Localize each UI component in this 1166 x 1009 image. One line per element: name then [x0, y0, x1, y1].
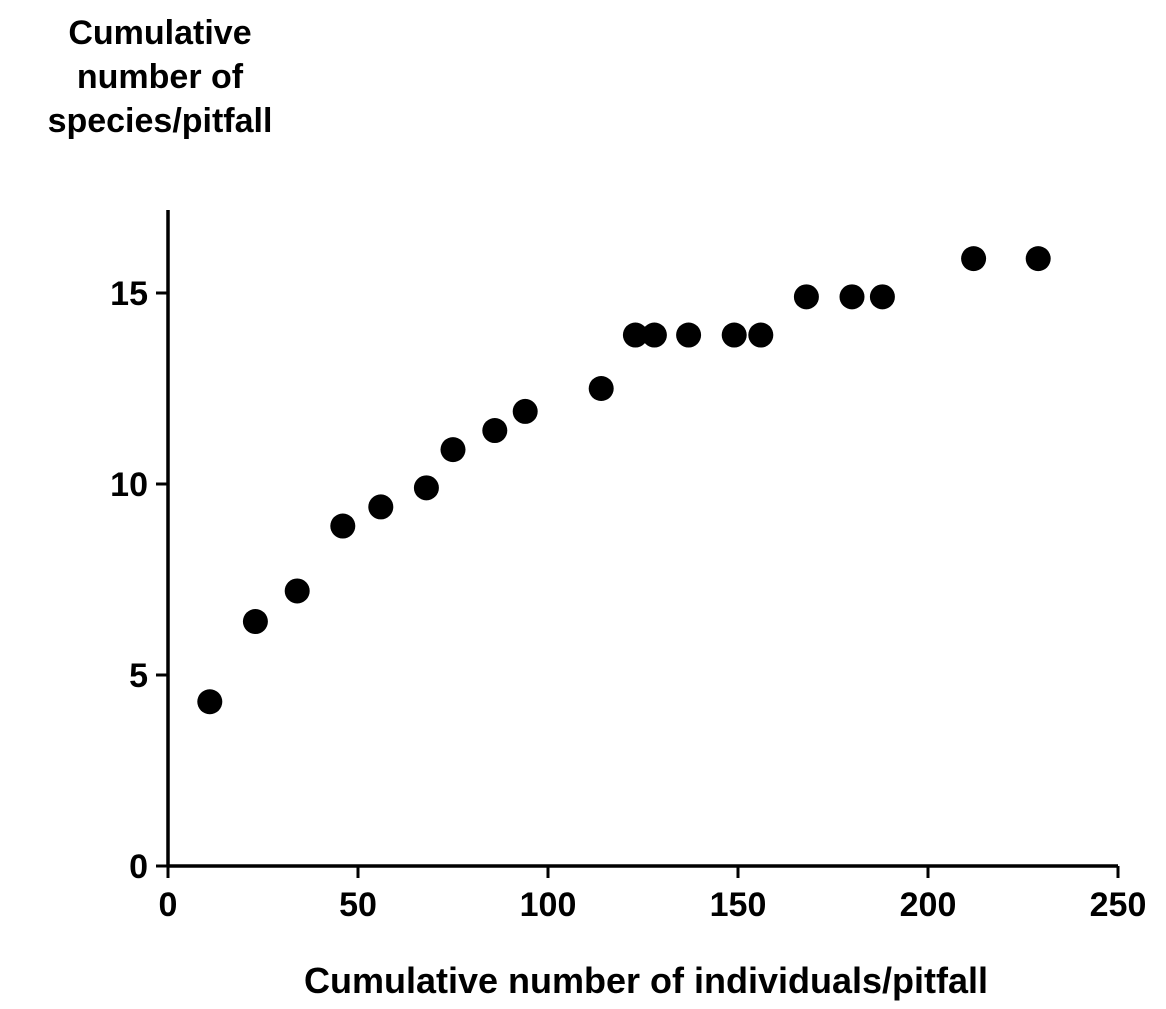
- x-tick-label: 100: [520, 886, 577, 924]
- data-point: [512, 398, 538, 424]
- data-point: [1025, 246, 1051, 272]
- data-point: [869, 284, 895, 310]
- y-axis-label-line-1: Cumulative: [68, 14, 251, 52]
- data-point: [197, 689, 223, 715]
- x-tick-label: 0: [159, 886, 178, 924]
- data-point: [721, 322, 747, 348]
- data-point: [482, 418, 508, 444]
- y-tick-label: 5: [129, 657, 148, 695]
- data-point: [368, 494, 394, 520]
- y-tick-label: 0: [129, 848, 148, 886]
- data-points: [197, 246, 1051, 715]
- data-point: [748, 322, 774, 348]
- data-point: [284, 578, 310, 604]
- x-tick-label: 50: [339, 886, 377, 924]
- data-point: [330, 513, 356, 539]
- y-axis-label-line-3: species/pitfall: [48, 102, 273, 140]
- x-tick-label: 200: [900, 886, 957, 924]
- data-point: [641, 322, 667, 348]
- data-point: [793, 284, 819, 310]
- x-tick-label: 150: [710, 886, 767, 924]
- data-point: [242, 609, 268, 635]
- x-tick-label: 250: [1090, 886, 1147, 924]
- data-point: [676, 322, 702, 348]
- y-axis-label: Cumulative number of species/pitfall: [48, 14, 273, 140]
- data-point: [588, 376, 614, 401]
- y-tick-label: 10: [110, 466, 148, 504]
- y-tick-label: 15: [110, 275, 148, 313]
- y-axis-label-line-2: number of: [77, 58, 244, 96]
- y-axis-ticks: 0 5 10 15: [110, 275, 168, 886]
- x-axis-label: Cumulative number of individuals/pitfall: [304, 960, 988, 1001]
- data-point: [961, 246, 987, 272]
- x-axis-ticks: 0 50 100 150 200 250: [159, 866, 1147, 924]
- data-point: [622, 322, 648, 348]
- data-point: [839, 284, 865, 310]
- data-point: [440, 437, 466, 463]
- data-point: [413, 475, 439, 501]
